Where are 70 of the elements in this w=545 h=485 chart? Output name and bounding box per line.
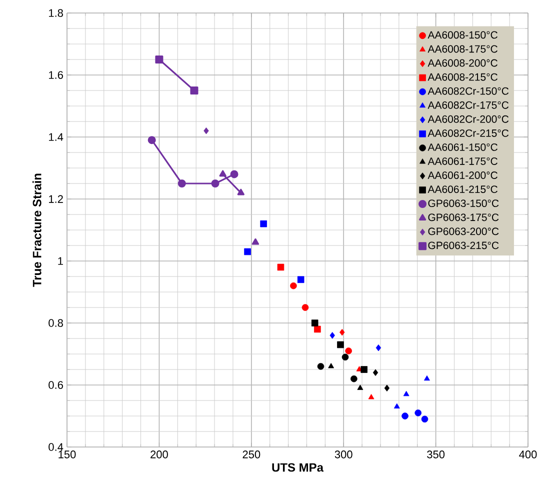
point (360, 366, 368, 373)
y-tick-label: 1.8 (49, 9, 63, 17)
point (424, 375, 430, 381)
point (376, 344, 382, 352)
x-tick-label: 200 (150, 450, 168, 458)
legend-label: AA6008-215°C (428, 73, 498, 81)
point (340, 328, 345, 336)
point (372, 369, 378, 376)
point (357, 384, 364, 390)
y-tick-label: 0.8 (48, 319, 63, 327)
point (237, 188, 244, 196)
y-tick-label: 1.4 (49, 133, 64, 141)
legend-label: GP6063-175°C (428, 214, 499, 222)
legend-label: AA6082Cr-150°C (428, 87, 509, 95)
point (421, 416, 428, 422)
y-tick-label: 1.2 (49, 195, 63, 203)
legend-label: AA6061-175°C (428, 158, 498, 165)
point (277, 264, 284, 271)
y-axis-title: True Fracture Strain (32, 174, 42, 287)
point (350, 375, 358, 382)
legend-label: AA6008-200°C (428, 59, 498, 67)
x-tick-label: 150 (58, 450, 76, 458)
point (252, 238, 260, 245)
legend-label: AA6061-200°C (428, 172, 498, 179)
point (403, 390, 410, 396)
y-tick-label: 1.6 (49, 71, 63, 79)
point (190, 86, 198, 94)
point (394, 403, 400, 408)
legend-label: AA6082Cr-175°C (428, 101, 509, 109)
point (297, 276, 304, 283)
x-tick-label: 300 (334, 450, 352, 458)
point (317, 363, 324, 370)
legend-label: GP6063-150°C (428, 200, 499, 208)
legend-label: AA6061-150°C (428, 143, 498, 151)
point (414, 410, 422, 416)
point (211, 180, 220, 188)
point (311, 320, 318, 326)
point (302, 304, 309, 311)
x-axis-title: UTS MPa (272, 463, 324, 472)
x-tick-label: 250 (242, 450, 260, 458)
x-tick-label: 350 (427, 450, 445, 458)
legend-label: AA6082Cr-215°C (428, 129, 509, 137)
point (384, 384, 390, 392)
point (345, 348, 352, 354)
point (342, 354, 349, 360)
point (148, 136, 156, 144)
y-tick-label: 0.4 (48, 443, 64, 451)
legend-label: GP6063-200°C (428, 228, 499, 236)
point (402, 412, 408, 420)
point (330, 332, 335, 339)
legend-label: AA6008-150°C (428, 31, 498, 39)
point (368, 394, 374, 400)
legend-label: AA6082Cr-200°C (428, 115, 509, 123)
point (244, 248, 251, 256)
point (204, 127, 209, 134)
point (219, 170, 226, 177)
legend-label: AA6061-215°C (428, 186, 498, 194)
x-tick-label: 400 (519, 450, 537, 458)
y-tick-label: 0.6 (48, 381, 63, 389)
legend-label: GP6063-215°C (428, 242, 499, 250)
point (328, 363, 334, 368)
point (260, 220, 267, 228)
y-tick-label: 1 (58, 257, 63, 265)
point (290, 282, 297, 290)
point (155, 55, 164, 64)
legend-label: AA6008-175°C (428, 45, 498, 53)
point (230, 170, 238, 178)
point (178, 180, 186, 188)
point (314, 326, 321, 333)
point (337, 341, 344, 348)
